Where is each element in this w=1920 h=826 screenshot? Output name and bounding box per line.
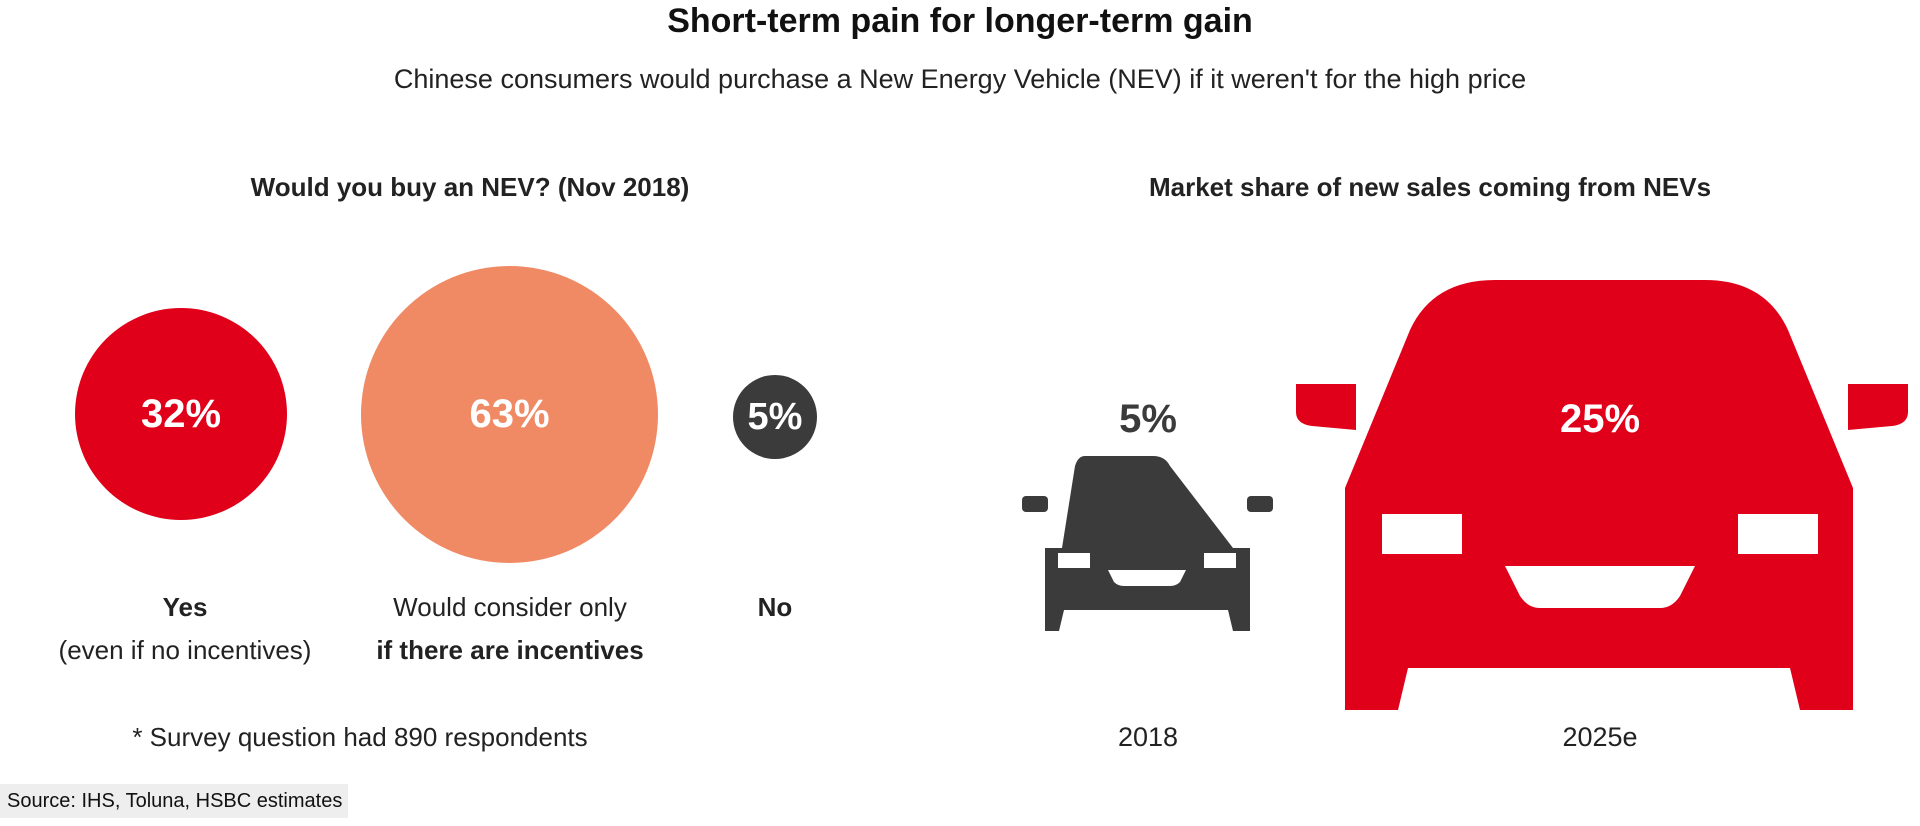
year-2018-label: 2018 (1117, 722, 1179, 752)
chart-subtitle: Chinese consumers would purchase a New E… (393, 64, 1527, 94)
car-2018-mirror-right (1247, 496, 1273, 512)
car-2018-grille (1108, 570, 1186, 586)
car-2018-value: 5% (1119, 397, 1177, 441)
bubble-yes-value: 32% (140, 391, 222, 436)
bubble-yes: 32% (75, 308, 287, 520)
car-2025-grille (1505, 566, 1695, 608)
car-2018-headlight-right (1204, 553, 1236, 568)
car-2025 (1296, 280, 1908, 710)
right-panel-title: Market share of new sales coming from NE… (1148, 172, 1712, 202)
bubble-consider-value: 63% (469, 392, 550, 436)
car-2018 (1022, 456, 1273, 631)
label-yes: Yes (even if no incentives) (20, 586, 350, 672)
car-2025-mirror-left (1296, 384, 1356, 430)
chart-title: Short-term pain for longer-term gain (667, 2, 1253, 40)
left-panel-title: Would you buy an NEV? (Nov 2018) (250, 172, 690, 202)
label-yes-line1: Yes (162, 592, 208, 622)
car-2025-mirror-right (1848, 384, 1908, 430)
label-no: No (715, 586, 835, 629)
label-no-line1: No (757, 592, 793, 622)
car-2025-value: 25% (1560, 397, 1640, 441)
label-consider: Would consider only if there are incenti… (340, 586, 680, 672)
bubble-no-value: 5% (747, 395, 803, 438)
car-2025-headlight-right (1738, 514, 1818, 554)
bubble-no: 5% (733, 375, 817, 459)
label-yes-line2: (even if no incentives) (58, 635, 312, 665)
year-2025-label: 2025e (1562, 722, 1638, 752)
bubble-consider: 63% (361, 266, 658, 563)
car-2018-body (1045, 456, 1250, 631)
car-2025-body (1345, 280, 1853, 710)
car-2025-headlight-left (1382, 514, 1462, 554)
source-note: Source: IHS, Toluna, HSBC estimates (0, 784, 349, 818)
survey-note: * Survey question had 890 respondents (132, 722, 588, 752)
car-2018-mirror-left (1022, 496, 1048, 512)
car-2018-headlight-left (1058, 553, 1090, 568)
label-consider-line1: Would consider only (393, 592, 627, 622)
label-consider-line2: if there are incentives (376, 635, 644, 665)
